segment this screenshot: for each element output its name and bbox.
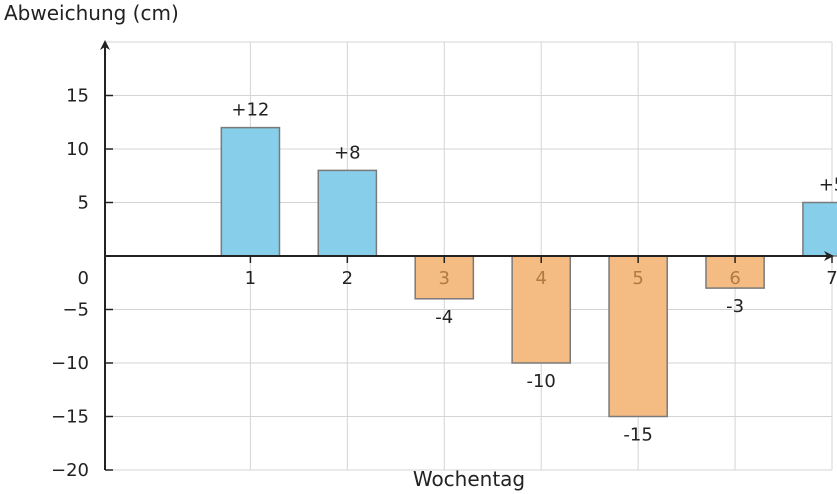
data-label: -15 <box>623 425 652 446</box>
y-tick-label: −10 <box>51 353 89 374</box>
bar-4 <box>511 255 572 364</box>
x-tick-label: 6 <box>729 268 740 289</box>
x-tick-label: 4 <box>535 268 546 289</box>
data-label: -10 <box>526 371 555 392</box>
x-tick-label: 5 <box>632 268 643 289</box>
y-tick-label: −5 <box>62 300 89 321</box>
x-tick-label: 7 <box>826 268 837 289</box>
data-label: +5 <box>819 175 837 196</box>
x-axis-title: Wochentag <box>413 467 525 491</box>
data-labels: +12 +8 -4 -10 -15 -3 +5 <box>231 100 837 446</box>
x-tick-label: 2 <box>342 268 353 289</box>
ticks: −20 −15 −10 −5 0 5 10 15 1 2 3 4 5 6 7 <box>51 86 837 482</box>
data-label: -3 <box>726 296 744 317</box>
bar-5 <box>608 255 668 418</box>
y-tick-label: 15 <box>66 86 89 107</box>
bar-7 <box>802 201 837 257</box>
bars <box>220 126 837 418</box>
y-tick-label: 0 <box>78 268 89 289</box>
data-label: -4 <box>435 307 453 328</box>
y-tick-label: 5 <box>78 193 89 214</box>
data-label: +8 <box>334 142 361 163</box>
x-tick-label: 1 <box>245 268 256 289</box>
y-axis-title: Abweichung (cm) <box>4 1 179 25</box>
bar-2 <box>317 169 378 257</box>
y-tick-label: −15 <box>51 407 89 428</box>
axes <box>100 40 834 470</box>
bar-1 <box>220 126 281 257</box>
y-tick-label: 10 <box>66 139 89 160</box>
data-label: +12 <box>231 100 269 121</box>
y-tick-label: −20 <box>51 460 89 481</box>
x-tick-label: 3 <box>439 268 450 289</box>
